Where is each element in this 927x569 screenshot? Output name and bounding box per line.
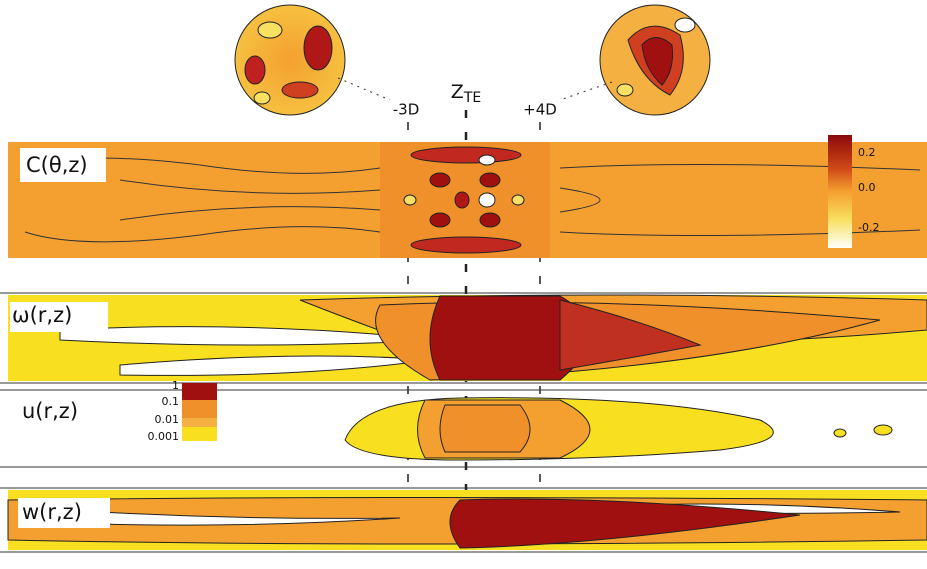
panel-label: u(r,z) xyxy=(22,399,78,423)
panel-label: ω(r,z) xyxy=(12,303,72,327)
panel-omega: ω(r,z) xyxy=(0,292,927,384)
colorbar-label: -0.2 xyxy=(858,221,879,234)
colorbar-label: 0.001 xyxy=(148,430,180,443)
marker-sub: TE xyxy=(463,90,481,106)
panel-c: C(θ,z) 0.2 0.0 -0.2 xyxy=(8,135,927,258)
panel-label: w(r,z) xyxy=(22,500,82,524)
leader xyxy=(337,77,613,101)
marker-right: +4D xyxy=(523,101,557,119)
marker-main: Z xyxy=(451,81,464,103)
panel-u: u(r,z) 1 0.1 0.01 0.001 xyxy=(0,379,927,468)
colorbar-label: 0.2 xyxy=(858,146,876,159)
colorbar xyxy=(828,135,852,248)
panel-label: C(θ,z) xyxy=(26,153,88,177)
marker-left: -3D xyxy=(393,101,420,119)
colorbar-label: 0.0 xyxy=(858,181,876,194)
sphere-right xyxy=(599,4,711,116)
colorbar-label: 1 xyxy=(172,379,179,392)
colorbar-label: 0.1 xyxy=(162,395,180,408)
sphere-left xyxy=(234,4,346,116)
colorbar-label: 0.01 xyxy=(155,413,180,426)
panel-w: w(r,z) xyxy=(0,487,927,553)
marker-center: ZTE xyxy=(451,81,481,107)
